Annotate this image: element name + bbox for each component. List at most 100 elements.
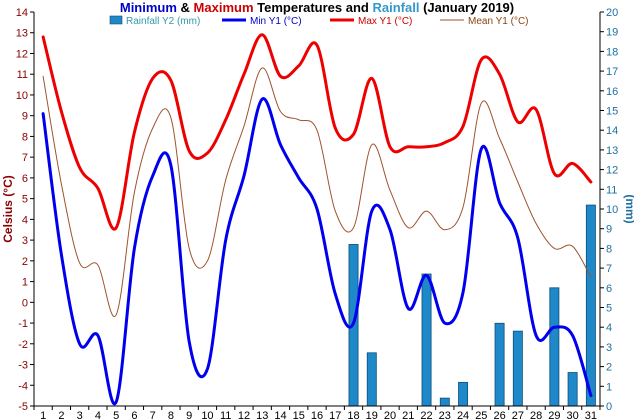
x-tick-label: 16 bbox=[311, 410, 323, 420]
x-tick-label: 2 bbox=[58, 410, 64, 420]
legend-label: Min Y1 (°C) bbox=[250, 16, 302, 27]
rainfall-bar bbox=[366, 352, 377, 407]
x-tick-label: 11 bbox=[220, 410, 231, 420]
x-tick-label: 31 bbox=[585, 410, 597, 420]
x-tick-label: 8 bbox=[168, 410, 174, 420]
left-tick-label: 4 bbox=[22, 214, 28, 226]
x-tick-label: 28 bbox=[530, 410, 542, 420]
right-tick-label: 10 bbox=[606, 204, 618, 216]
chart-title: Minimum & Maximum Temperatures and Rainf… bbox=[120, 0, 514, 15]
y-axis-label-left: Celsius (°C) bbox=[1, 175, 15, 242]
rainfall-bar bbox=[439, 397, 450, 407]
mean-temperature-line bbox=[42, 67, 592, 318]
left-tick-label: 3 bbox=[22, 235, 28, 247]
x-tick-label: 1 bbox=[40, 410, 46, 420]
left-tick-label: 0 bbox=[22, 297, 28, 309]
x-tick-label: 9 bbox=[186, 410, 192, 420]
x-tick-label: 7 bbox=[150, 410, 156, 420]
x-tick-label: 12 bbox=[238, 410, 250, 420]
min-temperature-line bbox=[41, 97, 593, 406]
chart-title-part: Temperatures and bbox=[254, 0, 373, 15]
left-tick-label: -1 bbox=[18, 318, 28, 330]
x-tick-label: 19 bbox=[366, 410, 378, 420]
right-tick-label: 14 bbox=[606, 125, 618, 137]
x-tick-label: 24 bbox=[457, 410, 469, 420]
left-tick-label: 8 bbox=[22, 131, 28, 143]
right-tick-label: 3 bbox=[606, 342, 612, 354]
right-tick-label: 8 bbox=[606, 243, 612, 255]
x-tick-label: 13 bbox=[256, 410, 268, 420]
x-tick-label: 22 bbox=[420, 410, 432, 420]
x-tick-label: 15 bbox=[293, 410, 305, 420]
x-tick-label: 5 bbox=[113, 410, 119, 420]
left-tick-label: -2 bbox=[18, 339, 28, 351]
x-tick-label: 26 bbox=[493, 410, 505, 420]
x-tick-label: 14 bbox=[274, 410, 286, 420]
right-tick-label: 9 bbox=[606, 224, 612, 236]
right-tick-label: 12 bbox=[606, 165, 618, 177]
left-tick-label: 14 bbox=[16, 7, 28, 19]
x-tick-label: 30 bbox=[566, 410, 578, 420]
rainfall-bar bbox=[549, 287, 560, 407]
left-tick-label: 6 bbox=[22, 173, 28, 185]
x-tick-label: 29 bbox=[548, 410, 560, 420]
chart-title-part: Rainfall bbox=[372, 0, 419, 15]
x-tick-label: 3 bbox=[77, 410, 83, 420]
x-tick-label: 6 bbox=[131, 410, 137, 420]
right-tick-label: 13 bbox=[606, 145, 618, 157]
legend-swatch-bar bbox=[109, 15, 123, 25]
right-tick-label: 19 bbox=[606, 27, 618, 39]
left-tick-label: 2 bbox=[22, 256, 28, 268]
right-tick-label: 17 bbox=[606, 66, 618, 78]
left-tick-label: 9 bbox=[22, 111, 28, 123]
right-tick-label: 4 bbox=[606, 322, 612, 334]
chart-title-part: Minimum bbox=[120, 0, 177, 15]
left-tick-label: 10 bbox=[16, 90, 28, 102]
left-tick-label: 1 bbox=[22, 277, 28, 289]
rainfall-bar bbox=[494, 322, 505, 407]
chart-text: Celsius (°C) (mm) Minimum & Maximum Temper… bbox=[1, 0, 634, 243]
x-tick-label: 18 bbox=[347, 410, 359, 420]
right-tick-label: 7 bbox=[606, 263, 612, 275]
rainfall-bar bbox=[512, 330, 523, 407]
rainfall-bar bbox=[458, 381, 469, 407]
legend-item: Mean Y1 (°C) bbox=[440, 16, 529, 27]
left-tick-label: -3 bbox=[18, 360, 28, 372]
legend-label: Max Y1 (°C) bbox=[358, 16, 412, 27]
legend-label: Rainfall Y2 (mm) bbox=[126, 16, 200, 27]
left-tick-label: 11 bbox=[17, 69, 28, 81]
rainfall-bar bbox=[421, 273, 432, 407]
left-tick-label: 7 bbox=[22, 152, 28, 164]
chart-title-part: & bbox=[177, 0, 194, 15]
right-tick-label: 5 bbox=[606, 303, 612, 315]
right-tick-label: 1 bbox=[606, 381, 612, 393]
chart-title-part: (January 2019) bbox=[419, 0, 514, 15]
left-tick-label: 13 bbox=[16, 28, 28, 40]
legend-item: Min Y1 (°C) bbox=[222, 16, 302, 27]
x-tick-label: 20 bbox=[384, 410, 396, 420]
x-tick-label: 10 bbox=[201, 410, 213, 420]
right-tick-label: 16 bbox=[606, 86, 618, 98]
right-tick-label: 0 bbox=[606, 401, 612, 413]
x-tick-label: 27 bbox=[512, 410, 524, 420]
legend-item: Max Y1 (°C) bbox=[330, 16, 412, 27]
y-axis-label-right: (mm) bbox=[623, 194, 634, 223]
right-tick-label: 15 bbox=[606, 106, 618, 118]
left-tick-label: 12 bbox=[16, 48, 28, 60]
legend-item: Rainfall Y2 (mm) bbox=[109, 15, 200, 27]
axes: -5-4-3-2-1012345678910111213140123456789… bbox=[16, 7, 619, 420]
chart-title-part: Maximum bbox=[194, 0, 254, 15]
right-tick-label: 11 bbox=[606, 184, 617, 196]
left-tick-label: 5 bbox=[22, 194, 28, 206]
rainfall-bar bbox=[585, 204, 596, 407]
right-tick-label: 2 bbox=[606, 362, 612, 374]
x-tick-label: 17 bbox=[329, 410, 341, 420]
x-tick-label: 21 bbox=[402, 410, 414, 420]
rainfall-bar bbox=[567, 372, 578, 407]
x-tick-label: 25 bbox=[475, 410, 487, 420]
right-tick-label: 20 bbox=[606, 7, 618, 19]
left-tick-label: -4 bbox=[18, 380, 28, 392]
right-tick-label: 6 bbox=[606, 283, 612, 295]
right-tick-label: 18 bbox=[606, 46, 618, 58]
